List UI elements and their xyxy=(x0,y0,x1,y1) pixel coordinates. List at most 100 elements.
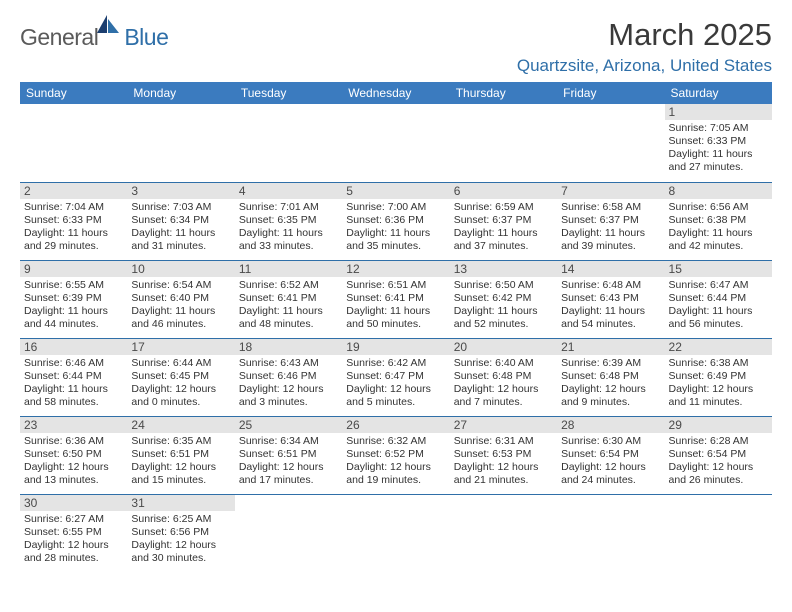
sunrise-text: Sunrise: 6:40 AM xyxy=(454,357,553,370)
day-number: 5 xyxy=(342,183,449,199)
calendar-cell: 24Sunrise: 6:35 AMSunset: 6:51 PMDayligh… xyxy=(127,416,234,494)
day-number: 3 xyxy=(127,183,234,199)
calendar-cell: 21Sunrise: 6:39 AMSunset: 6:48 PMDayligh… xyxy=(557,338,664,416)
daylight-text: Daylight: 12 hours and 9 minutes. xyxy=(561,383,660,409)
day-detail: Sunrise: 6:54 AMSunset: 6:40 PMDaylight:… xyxy=(131,279,230,332)
calendar-cell: 23Sunrise: 6:36 AMSunset: 6:50 PMDayligh… xyxy=(20,416,127,494)
day-detail: Sunrise: 6:40 AMSunset: 6:48 PMDaylight:… xyxy=(454,357,553,410)
sunrise-text: Sunrise: 6:27 AM xyxy=(24,513,123,526)
day-detail: Sunrise: 6:47 AMSunset: 6:44 PMDaylight:… xyxy=(669,279,768,332)
calendar-cell: 27 Sunrise: 6:31 AMSunset: 6:53 PMDayligh… xyxy=(450,416,557,494)
sunset-text: Sunset: 6:56 PM xyxy=(131,526,230,539)
sunset-text: Sunset: 6:35 PM xyxy=(239,214,338,227)
calendar-cell: 14Sunrise: 6:48 AMSunset: 6:43 PMDayligh… xyxy=(557,260,664,338)
calendar-cell xyxy=(450,494,557,572)
calendar-cell: 16Sunrise: 6:46 AMSunset: 6:44 PMDayligh… xyxy=(20,338,127,416)
sunset-text: Sunset: 6:53 PM xyxy=(454,448,553,461)
day-detail: Sunrise: 7:03 AMSunset: 6:34 PMDaylight:… xyxy=(131,201,230,254)
sunset-text: Sunset: 6:41 PM xyxy=(239,292,338,305)
sunset-text: Sunset: 6:40 PM xyxy=(131,292,230,305)
day-number: 13 xyxy=(450,261,557,277)
weekday-header: Sunday xyxy=(20,82,127,104)
day-number: 26 xyxy=(342,417,449,433)
sunset-text: Sunset: 6:37 PM xyxy=(454,214,553,227)
calendar-row: 1 Sunrise: 7:05 AMSunset: 6:33 PMDaylight… xyxy=(20,104,772,182)
calendar-cell: 4Sunrise: 7:01 AMSunset: 6:35 PMDaylight… xyxy=(235,182,342,260)
sunset-text: Sunset: 6:50 PM xyxy=(24,448,123,461)
day-number: 7 xyxy=(557,183,664,199)
calendar-cell xyxy=(127,104,234,182)
daylight-text: Daylight: 12 hours and 13 minutes. xyxy=(24,461,123,487)
daylight-text: Daylight: 11 hours and 52 minutes. xyxy=(454,305,553,331)
day-number: 27 xyxy=(450,417,557,433)
calendar-cell: 10Sunrise: 6:54 AMSunset: 6:40 PMDayligh… xyxy=(127,260,234,338)
calendar-cell: 13 Sunrise: 6:50 AMSunset: 6:42 PMDayligh… xyxy=(450,260,557,338)
sunset-text: Sunset: 6:47 PM xyxy=(346,370,445,383)
sunset-text: Sunset: 6:44 PM xyxy=(669,292,768,305)
calendar-cell: 29Sunrise: 6:28 AMSunset: 6:54 PMDayligh… xyxy=(665,416,772,494)
day-detail: Sunrise: 6:35 AMSunset: 6:51 PMDaylight:… xyxy=(131,435,230,488)
calendar-cell: 30 Sunrise: 6:27 AMSunset: 6:55 PMDayligh… xyxy=(20,494,127,572)
daylight-text: Daylight: 12 hours and 5 minutes. xyxy=(346,383,445,409)
day-number: 23 xyxy=(20,417,127,433)
sunrise-text: Sunrise: 6:47 AM xyxy=(669,279,768,292)
sunset-text: Sunset: 6:42 PM xyxy=(454,292,553,305)
calendar-cell xyxy=(342,494,449,572)
day-detail: Sunrise: 7:04 AMSunset: 6:33 PMDaylight:… xyxy=(24,201,123,254)
daylight-text: Daylight: 12 hours and 0 minutes. xyxy=(131,383,230,409)
sunset-text: Sunset: 6:45 PM xyxy=(131,370,230,383)
calendar-row: 9 Sunrise: 6:55 AMSunset: 6:39 PMDaylight… xyxy=(20,260,772,338)
weekday-header: Wednesday xyxy=(342,82,449,104)
sunset-text: Sunset: 6:51 PM xyxy=(131,448,230,461)
daylight-text: Daylight: 11 hours and 50 minutes. xyxy=(346,305,445,331)
sunset-text: Sunset: 6:49 PM xyxy=(669,370,768,383)
day-detail: Sunrise: 6:25 AMSunset: 6:56 PMDaylight:… xyxy=(131,513,230,566)
day-number: 25 xyxy=(235,417,342,433)
day-detail: Sunrise: 6:55 AMSunset: 6:39 PMDaylight:… xyxy=(24,279,123,332)
day-number: 9 xyxy=(20,261,127,277)
calendar-cell: 26 Sunrise: 6:32 AMSunset: 6:52 PMDayligh… xyxy=(342,416,449,494)
daylight-text: Daylight: 11 hours and 37 minutes. xyxy=(454,227,553,253)
weekday-header: Thursday xyxy=(450,82,557,104)
logo-text-blue: Blue xyxy=(124,24,168,51)
daylight-text: Daylight: 12 hours and 30 minutes. xyxy=(131,539,230,565)
sunrise-text: Sunrise: 6:38 AM xyxy=(669,357,768,370)
day-number: 19 xyxy=(342,339,449,355)
day-detail: Sunrise: 6:32 AMSunset: 6:52 PMDaylight:… xyxy=(346,435,445,488)
sunset-text: Sunset: 6:52 PM xyxy=(346,448,445,461)
day-detail: Sunrise: 6:27 AMSunset: 6:55 PMDaylight:… xyxy=(24,513,123,566)
daylight-text: Daylight: 12 hours and 19 minutes. xyxy=(346,461,445,487)
daylight-text: Daylight: 11 hours and 44 minutes. xyxy=(24,305,123,331)
day-detail: Sunrise: 6:56 AMSunset: 6:38 PMDaylight:… xyxy=(669,201,768,254)
daylight-text: Daylight: 12 hours and 15 minutes. xyxy=(131,461,230,487)
calendar-table: Sunday Monday Tuesday Wednesday Thursday… xyxy=(20,82,772,572)
day-number-blank xyxy=(450,104,557,120)
sunrise-text: Sunrise: 6:50 AM xyxy=(454,279,553,292)
sunrise-text: Sunrise: 6:28 AM xyxy=(669,435,768,448)
daylight-text: Daylight: 12 hours and 28 minutes. xyxy=(24,539,123,565)
calendar-cell xyxy=(665,494,772,572)
day-number: 11 xyxy=(235,261,342,277)
day-number: 1 xyxy=(665,104,772,120)
calendar-cell: 6Sunrise: 6:59 AMSunset: 6:37 PMDaylight… xyxy=(450,182,557,260)
calendar-cell xyxy=(235,104,342,182)
weekday-header: Saturday xyxy=(665,82,772,104)
day-detail: Sunrise: 6:58 AMSunset: 6:37 PMDaylight:… xyxy=(561,201,660,254)
daylight-text: Daylight: 11 hours and 27 minutes. xyxy=(669,148,768,174)
calendar-cell: 15 Sunrise: 6:47 AMSunset: 6:44 PMDayligh… xyxy=(665,260,772,338)
daylight-text: Daylight: 11 hours and 39 minutes. xyxy=(561,227,660,253)
sunset-text: Sunset: 6:33 PM xyxy=(669,135,768,148)
day-number-blank xyxy=(127,104,234,120)
day-detail: Sunrise: 6:50 AMSunset: 6:42 PMDaylight:… xyxy=(454,279,553,332)
calendar-cell: 19Sunrise: 6:42 AMSunset: 6:47 PMDayligh… xyxy=(342,338,449,416)
sunset-text: Sunset: 6:54 PM xyxy=(669,448,768,461)
daylight-text: Daylight: 11 hours and 42 minutes. xyxy=(669,227,768,253)
day-detail: Sunrise: 6:30 AMSunset: 6:54 PMDaylight:… xyxy=(561,435,660,488)
day-detail: Sunrise: 6:31 AMSunset: 6:53 PMDaylight:… xyxy=(454,435,553,488)
day-number: 30 xyxy=(20,495,127,511)
month-title: March 2025 xyxy=(517,18,772,52)
day-number: 28 xyxy=(557,417,664,433)
sunset-text: Sunset: 6:41 PM xyxy=(346,292,445,305)
day-number: 15 xyxy=(665,261,772,277)
sunrise-text: Sunrise: 7:05 AM xyxy=(669,122,768,135)
